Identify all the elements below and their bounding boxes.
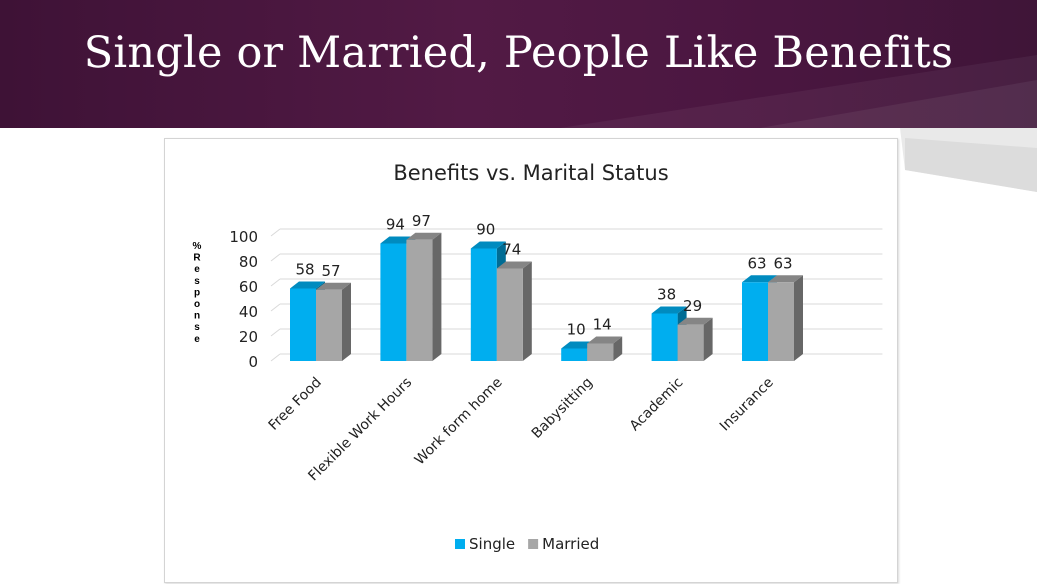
y-tick-label: 60 — [239, 278, 258, 296]
y-axis-label-letter: s — [194, 276, 200, 287]
decorative-shape — [520, 128, 1037, 192]
data-label: 58 — [295, 261, 314, 279]
legend: Single Married — [455, 535, 599, 553]
category-label: Work form home — [412, 375, 506, 469]
bar-front — [651, 313, 678, 361]
bar-side — [613, 336, 623, 361]
gridline-depth — [270, 278, 281, 287]
data-label: 10 — [567, 321, 586, 339]
bar-front — [742, 282, 768, 361]
bar-top — [406, 232, 442, 240]
data-label: 63 — [747, 254, 766, 272]
gridline-depth — [270, 328, 281, 337]
bar-top — [587, 336, 623, 344]
y-axis-label-letter: s — [194, 322, 200, 333]
y-axis-label-letter: p — [194, 287, 200, 298]
bar-side — [703, 317, 713, 361]
data-label: 97 — [412, 212, 431, 230]
gridline-depth — [270, 303, 281, 312]
data-label: 29 — [683, 297, 702, 315]
gridline-depth — [270, 253, 281, 262]
data-labels: 58 57 94 97 90 74 10 14 38 29 63 63 — [295, 212, 792, 339]
bar-front — [587, 343, 614, 361]
data-label: 38 — [657, 286, 676, 304]
bar-top — [470, 241, 506, 249]
category-label: Insurance — [717, 375, 777, 435]
y-tick-label: 80 — [239, 253, 258, 271]
bar-top — [290, 281, 325, 289]
y-axis-label-letter: R — [193, 253, 201, 264]
bar-top — [651, 306, 687, 314]
bar-front — [768, 282, 794, 361]
legend-swatch-married — [528, 539, 539, 549]
category-label: Free Food — [266, 375, 325, 434]
y-axis-label-letter: e — [194, 334, 200, 345]
y-axis-label-letter: o — [194, 299, 200, 310]
legend-swatch-single — [455, 539, 465, 549]
gridline-depth — [270, 353, 281, 362]
legend-label-married: Married — [542, 535, 599, 553]
y-tick-label: 0 — [248, 353, 258, 371]
bar-front — [290, 288, 316, 361]
y-axis-label-letter: % — [193, 241, 202, 252]
bar-married-3 — [587, 336, 623, 361]
data-label: 74 — [502, 241, 521, 259]
data-label: 94 — [386, 216, 405, 234]
title-banner: Single or Married, People Like Benefits — [0, 0, 1037, 128]
y-axis-label-letter: n — [194, 311, 200, 322]
bar-side — [522, 261, 532, 361]
category-label: Academic — [627, 375, 687, 435]
category-label: Babysitting — [529, 375, 596, 442]
bar-front — [380, 243, 407, 361]
bar-side — [794, 275, 803, 361]
y-tick-label: 100 — [229, 228, 258, 246]
bar-front — [561, 348, 588, 361]
banner-shine — [560, 55, 1037, 128]
legend-label-single: Single — [469, 535, 515, 553]
bar-side — [432, 232, 442, 361]
gridline-depth — [270, 228, 281, 237]
bar-married-0 — [316, 282, 351, 361]
bar-front — [406, 239, 433, 361]
bar-front — [470, 248, 497, 361]
chart-title: Benefits vs. Marital Status — [393, 161, 668, 185]
bar-top — [742, 275, 777, 283]
bar-front — [496, 268, 523, 361]
data-label: 63 — [773, 254, 792, 272]
bars — [290, 232, 803, 361]
data-label: 90 — [476, 221, 495, 239]
bar-front — [316, 289, 342, 361]
bar-front — [677, 324, 704, 361]
y-tick-label: 40 — [239, 303, 258, 321]
slide-title: Single or Married, People Like Benefits — [83, 28, 954, 78]
category-label: Flexible Work Hours — [305, 375, 415, 485]
bar-top — [496, 261, 532, 269]
bar-top — [677, 317, 713, 325]
bar-married-2 — [496, 261, 532, 361]
data-label: 14 — [593, 316, 612, 334]
bar-top — [316, 282, 351, 290]
y-axis-label-letter: e — [194, 264, 200, 275]
bar-top — [768, 275, 803, 283]
bar-side — [342, 282, 351, 361]
y-axis-ticks: 0 20 40 60 80 100 — [229, 228, 258, 371]
bar-married-4 — [677, 317, 713, 361]
bar-married-5 — [768, 275, 803, 361]
data-label: 57 — [321, 262, 340, 280]
y-tick-label: 20 — [239, 328, 258, 346]
bar-married-1 — [406, 232, 442, 361]
